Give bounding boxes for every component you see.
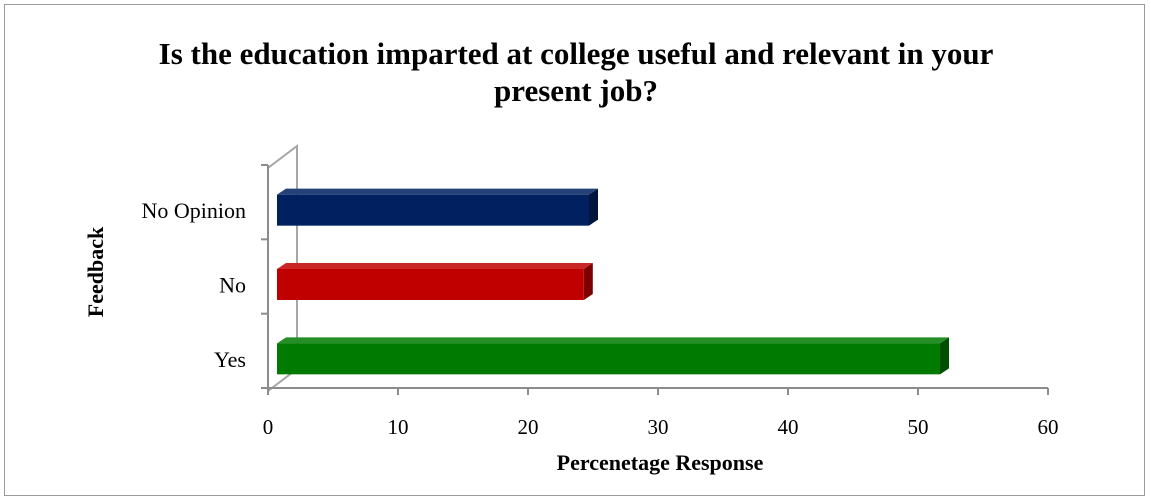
bar-top-1 (277, 263, 593, 269)
bar-end-0 (940, 337, 949, 375)
x-tick-label-0: 0 (263, 415, 274, 439)
chart-frame (4, 4, 1145, 496)
bar-end-1 (583, 263, 593, 300)
plot-area: 0 10 20 30 40 50 60 Yes No No Opinion (142, 143, 1059, 439)
x-tick-label-5: 50 (908, 415, 929, 439)
category-label-1: No (219, 273, 246, 298)
chart-title-line-2: present job? (494, 73, 658, 108)
bar-1 (277, 269, 584, 300)
bar-2 (277, 194, 589, 226)
chart-title-line-1: Is the education imparted at college use… (159, 36, 994, 71)
bar-end-2 (589, 188, 598, 226)
x-tick-label-1: 10 (388, 415, 409, 439)
x-tick-label-4: 40 (778, 415, 799, 439)
x-axis-label: Percenetage Response (557, 450, 764, 475)
y-axis-label: Feedback (83, 226, 108, 317)
bar-top-0 (277, 337, 949, 344)
bar-top-2 (277, 188, 598, 195)
bar-0 (277, 343, 940, 375)
x-tick-label-3: 30 (648, 415, 669, 439)
category-label-2: No Opinion (142, 198, 247, 223)
category-label-0: Yes (214, 347, 246, 372)
x-tick-label-6: 60 (1038, 415, 1059, 439)
x-tick-label-2: 20 (518, 415, 539, 439)
chart-title: Is the education imparted at college use… (159, 36, 994, 108)
